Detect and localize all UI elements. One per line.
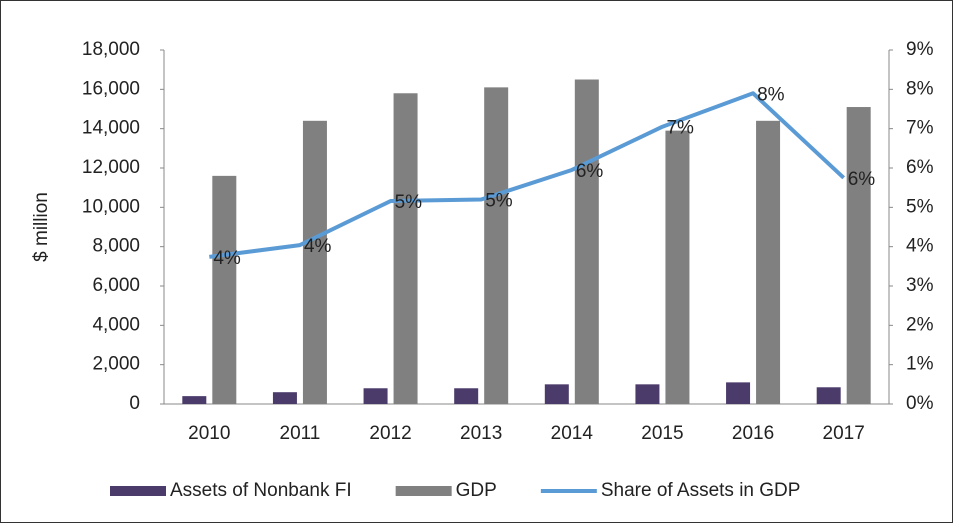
x-tick-label: 2017	[823, 423, 865, 444]
x-tick-label: 2010	[188, 423, 230, 444]
bar	[212, 175, 237, 404]
legend-swatch	[110, 486, 166, 496]
bar	[665, 130, 690, 404]
bar	[635, 384, 660, 404]
data-label: 5%	[485, 190, 513, 211]
y2-tick-label: 8%	[906, 78, 934, 99]
data-label: 5%	[395, 192, 423, 213]
bar	[574, 79, 599, 404]
y2-tick-label: 9%	[906, 39, 934, 60]
y2-tick-label: 6%	[906, 157, 934, 178]
y2-tick-label: 4%	[906, 236, 934, 257]
y-tick-label: 10,000	[82, 196, 140, 217]
y-tick-label: 8,000	[92, 236, 140, 257]
bar	[726, 382, 751, 404]
bar	[363, 388, 388, 404]
x-tick-label: 2013	[460, 423, 502, 444]
bar	[272, 392, 297, 404]
x-tick-label: 2015	[641, 423, 683, 444]
data-label: 6%	[848, 169, 876, 190]
y2-tick-label: 3%	[906, 275, 934, 296]
y2-tick-label: 7%	[906, 118, 934, 139]
y-tick-label: 14,000	[82, 118, 140, 139]
bar	[182, 396, 207, 404]
bar	[484, 87, 509, 404]
legend-swatch	[395, 486, 452, 496]
bar	[756, 120, 781, 405]
bar	[816, 387, 841, 404]
x-tick-label: 2011	[280, 423, 321, 444]
y-tick-label: 18,000	[82, 39, 140, 60]
y-tick-label: 12,000	[82, 157, 140, 178]
y-tick-label: 16,000	[82, 78, 140, 99]
y-tick-label: 4,000	[92, 314, 140, 335]
y2-tick-label: 5%	[906, 196, 934, 217]
data-label: 7%	[666, 118, 694, 139]
x-tick-label: 2014	[551, 423, 594, 444]
y2-tick-label: 0%	[906, 393, 934, 414]
line	[209, 91, 846, 259]
bar	[846, 107, 871, 405]
bar	[302, 120, 327, 405]
x-tick-label: 2012	[369, 423, 411, 444]
data-label: 4%	[213, 248, 241, 269]
data-label: 6%	[576, 161, 604, 182]
data-label: 8%	[757, 84, 785, 105]
y-axis-label: $ million	[31, 192, 52, 262]
x-tick-label: 2016	[732, 423, 774, 444]
legend-label: GDP	[456, 480, 497, 501]
bar	[544, 384, 569, 404]
y-tick-label: 6,000	[92, 275, 140, 296]
y-tick-label: 2,000	[92, 354, 140, 375]
legend-label: Share of Assets in GDP	[601, 480, 801, 501]
bar	[393, 93, 418, 405]
legend-label: Assets of Nonbank FI	[170, 480, 352, 501]
bar	[454, 388, 479, 404]
y2-tick-label: 1%	[906, 354, 934, 375]
data-label: 4%	[304, 236, 332, 257]
y-tick-label: 0	[129, 393, 140, 414]
y2-tick-label: 2%	[906, 314, 934, 335]
